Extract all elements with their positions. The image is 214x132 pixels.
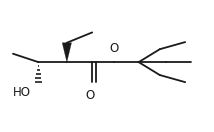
Text: O: O bbox=[110, 42, 119, 55]
Text: HO: HO bbox=[12, 86, 30, 99]
Text: O: O bbox=[85, 89, 94, 102]
Polygon shape bbox=[62, 43, 71, 62]
